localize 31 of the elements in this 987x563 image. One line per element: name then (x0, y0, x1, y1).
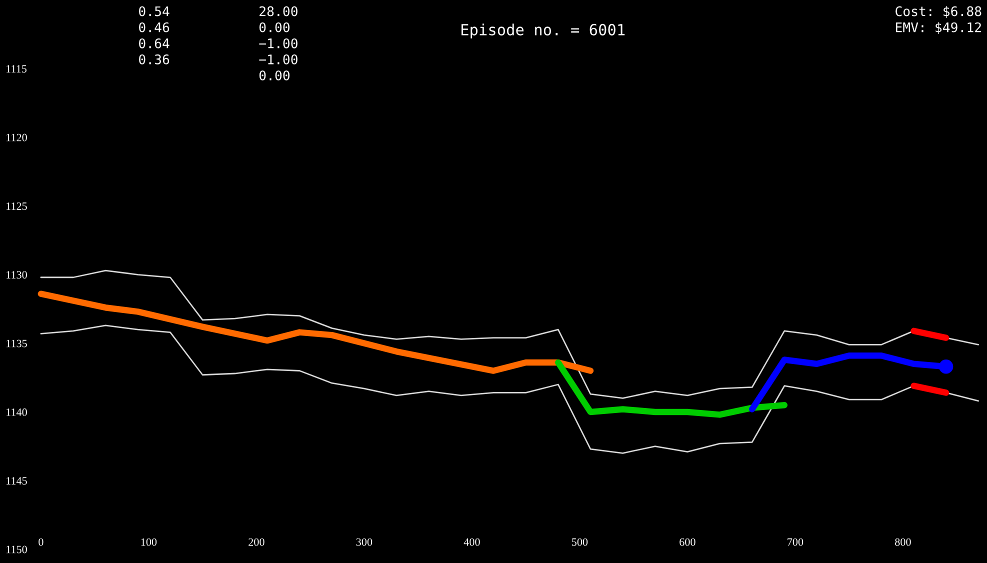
annotation: −1.00 (259, 38, 298, 48)
y-tick-label: 1140 (6, 408, 27, 416)
x-tick-label: 800 (895, 538, 911, 546)
y-tick-label: 1115 (6, 65, 27, 73)
x-tick-label: 700 (788, 538, 804, 546)
x-tick-label: 0 (38, 538, 44, 546)
annotation: −1.00 (259, 54, 298, 64)
annotation: 0.36 (139, 54, 170, 64)
annotation: 0.00 (259, 22, 290, 32)
line-series (40, 324, 980, 454)
x-tick-label: 500 (572, 538, 588, 546)
annotation: 0.00 (259, 70, 290, 80)
annotation: Cost: $6.88 (896, 6, 982, 18)
annotation: 28.00 (260, 6, 298, 16)
y-tick-label: 1150 (6, 546, 27, 554)
line-series (40, 270, 980, 399)
annotation: 0.46 (139, 22, 170, 32)
x-tick-label: 200 (248, 538, 264, 546)
y-tick-label: 1125 (6, 202, 27, 210)
x-tick-label: 400 (464, 538, 480, 546)
x-tick-label: 100 (141, 538, 157, 546)
y-tick-label: 1130 (6, 271, 27, 279)
x-tick-label: 600 (680, 538, 696, 546)
y-tick-label: 1135 (6, 340, 27, 348)
annotation: 0.64 (139, 38, 170, 48)
text: Episode no. = 6001 (462, 24, 625, 38)
annotation: EMV: $49.12 (896, 22, 981, 34)
y-tick-label: 1120 (6, 134, 27, 142)
x-tick-label: 300 (356, 538, 372, 546)
annotation: 0.54 (139, 6, 170, 16)
y-tick-label: 1145 (6, 477, 27, 485)
